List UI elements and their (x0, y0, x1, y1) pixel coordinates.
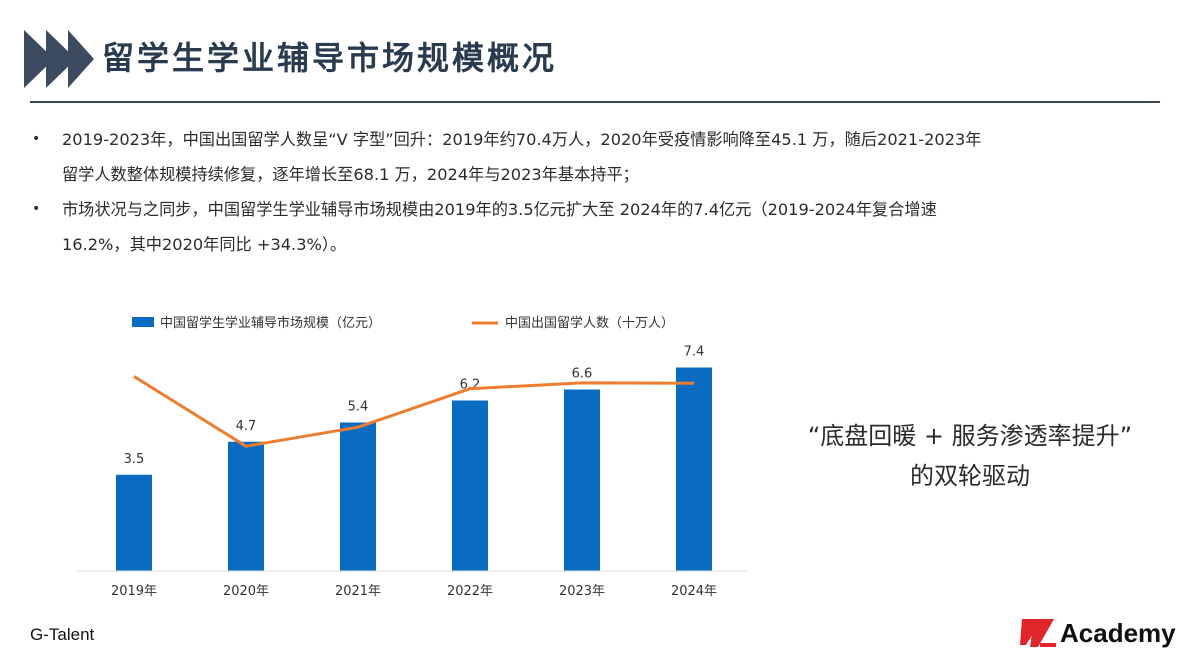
bar-2 (340, 422, 376, 571)
bullet-dot-icon: • (32, 201, 41, 217)
logo-text: Academy (1060, 617, 1176, 648)
bullet-list: • 2019-2023年，中国出国留学人数呈“V 字型”回升：2019年约70.… (32, 122, 1162, 262)
bar-3 (452, 400, 488, 571)
bar-5 (676, 367, 712, 571)
market-size-chart: 中国留学生学业辅导市场规模（亿元） 中国出国留学人数（十万人） 3.5 4.7 5.… (78, 315, 748, 599)
x-tick-label: 2024年 (671, 584, 717, 599)
bar-value-label: 4.7 (236, 419, 257, 434)
x-tick-label: 2021年 (335, 584, 381, 599)
callout-line: 的双轮驱动 (910, 462, 1030, 490)
title-divider (30, 101, 1160, 103)
bullet-dot-icon: • (32, 131, 41, 147)
footer-brand: G-Talent (30, 625, 95, 644)
legend-bar-label: 中国留学生学业辅导市场规模（亿元） (160, 315, 381, 331)
bar-value-label: 6.6 (572, 367, 593, 382)
x-tick-label: 2020年 (223, 584, 269, 599)
x-tick-label: 2019年 (111, 584, 157, 599)
bar-4 (564, 389, 600, 571)
chart-legend: 中国留学生学业辅导市场规模（亿元） 中国出国留学人数（十万人） (132, 315, 674, 331)
bar-1 (228, 441, 264, 571)
page-title: 留学生学业辅导市场规模概况 (102, 39, 558, 77)
bullet-line: 市场状况与之同步，中国留学生学业辅导市场规模由2019年的3.5亿元扩大至 20… (62, 200, 937, 219)
legend-line-label: 中国出国留学人数（十万人） (505, 315, 674, 331)
bar-value-label: 7.4 (684, 345, 705, 360)
bullet-line: 16.2%，其中2020年同比 +34.3%）。 (62, 235, 347, 254)
callout-line: “底盘回暖 + 服务渗透率提升” (807, 422, 1133, 450)
legend-bar-swatch (132, 317, 154, 327)
x-tick-label: 2022年 (447, 584, 493, 599)
x-tick-label: 2023年 (559, 584, 605, 599)
bullet-item: • 2019-2023年，中国出国留学人数呈“V 字型”回升：2019年约70.… (32, 122, 1162, 192)
logo-mark-icon (1020, 619, 1056, 647)
bullet-item: • 市场状况与之同步，中国留学生学业辅导市场规模由2019年的3.5亿元扩大至 … (32, 192, 1162, 262)
bullet-line: 留学人数整体规模持续修复，逐年增长至68.1 万，2024年与2023年基本持平… (62, 165, 639, 184)
header-chevron-icon (24, 30, 94, 88)
callout: “底盘回暖 + 服务渗透率提升” 的双轮驱动 (770, 416, 1170, 496)
academy-logo: Academy (1020, 617, 1176, 649)
bar-value-label: 3.5 (124, 452, 145, 467)
bar-0 (116, 474, 152, 571)
bar-value-label: 5.4 (348, 400, 369, 415)
students-line (133, 375, 695, 448)
bullet-line: 2019-2023年，中国出国留学人数呈“V 字型”回升：2019年约70.4万… (62, 130, 982, 149)
